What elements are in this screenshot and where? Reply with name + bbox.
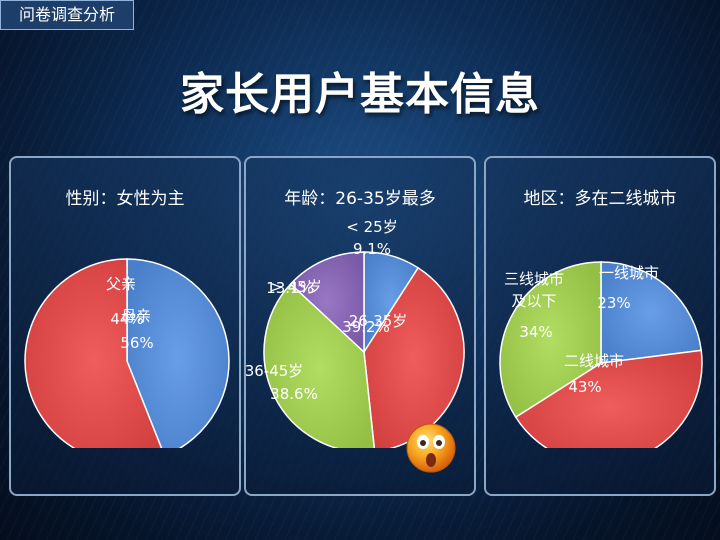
slice-value: 13.1% xyxy=(266,279,314,297)
slice-value: 34% xyxy=(519,323,552,341)
section-tag: 问卷调查分析 xyxy=(0,0,134,30)
slice-value: 56% xyxy=(120,334,153,352)
slice-label: > 45岁 xyxy=(270,278,321,296)
slice-label: 父亲 xyxy=(106,275,136,293)
slice-value: 23% xyxy=(597,294,630,312)
pie-slice xyxy=(363,266,465,448)
slice-value: 43% xyxy=(568,378,601,396)
pie-slice xyxy=(126,258,230,448)
region-chart-title: 地区：多在二线城市 xyxy=(523,189,677,209)
slice-label: 及以下 xyxy=(511,292,556,310)
page-title: 家长用户基本信息 xyxy=(180,69,540,120)
slice-label: 三线城市 xyxy=(504,270,564,288)
region-panel: 地区：多在二线城市 一线城市 23% 二线城市 43% 三线城市及以下 34% xyxy=(484,156,716,496)
age-chart-title: 年龄：26-35岁最多 xyxy=(284,189,436,209)
slice-value: 38.6% xyxy=(270,385,318,403)
slice-label: 一线城市 xyxy=(599,264,659,282)
pie-slice xyxy=(600,261,703,364)
slice-label: 母亲 xyxy=(121,307,151,325)
slice-value: 44% xyxy=(110,310,143,328)
gender-panel: 性别：女性为主 父亲 44% 母亲 56% xyxy=(9,156,241,496)
slice-value: 9.1% xyxy=(353,240,391,258)
pie-slice xyxy=(289,251,365,354)
pie-slice xyxy=(514,349,703,448)
shocked-face-icon xyxy=(406,423,456,473)
slice-label: 26-35岁 xyxy=(349,312,408,330)
pie-slice xyxy=(263,282,376,448)
slice-value: 39.2% xyxy=(342,318,390,336)
slice-label: < 25岁 xyxy=(346,218,397,236)
pie-slice xyxy=(24,258,163,448)
gender-pie-chart: 父亲 44%母亲 56% xyxy=(24,258,230,448)
age-panel: 年龄：26-35岁最多 < 25岁 9.1% 26-35岁 39.2% 36-45岁 38… xyxy=(244,156,476,496)
slice-label: 36-45岁 xyxy=(246,362,303,380)
slice-label: 二线城市 xyxy=(564,352,624,370)
pie-slice xyxy=(499,261,602,419)
gender-chart-title: 性别：女性为主 xyxy=(65,189,185,209)
